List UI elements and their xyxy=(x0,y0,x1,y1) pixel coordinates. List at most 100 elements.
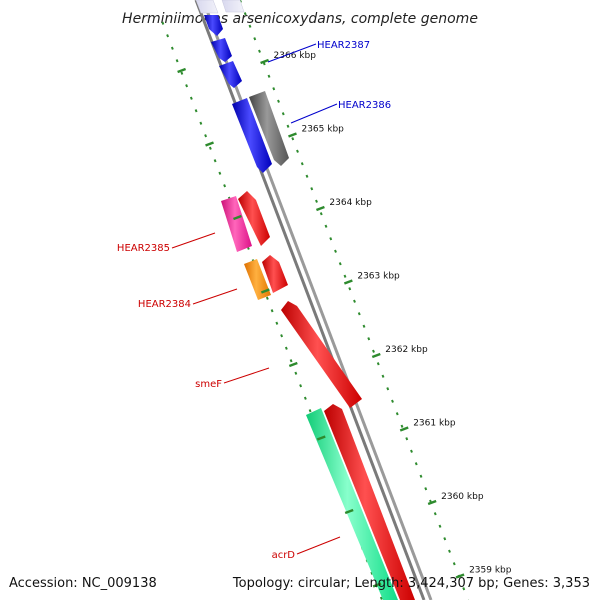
label-hear2386[interactable]: HEAR2386 xyxy=(338,100,391,111)
tick-dot xyxy=(265,296,269,300)
leader-acrD xyxy=(296,536,341,555)
gene-acrD[interactable] xyxy=(306,408,398,600)
tick-dot xyxy=(161,21,165,25)
leader-hear2385 xyxy=(171,232,216,249)
tick-dot xyxy=(284,346,288,350)
tick-mark-inner xyxy=(372,582,382,588)
gene-hear2386[interactable] xyxy=(232,98,272,173)
tick-dot xyxy=(414,462,418,466)
tick-dot xyxy=(329,237,333,241)
tick-label: 2364 kbp xyxy=(329,198,372,208)
tick-dot xyxy=(175,59,179,63)
gene-hear2385[interactable] xyxy=(221,196,252,252)
tick-dot xyxy=(424,487,428,491)
tick-label: 2362 kbp xyxy=(385,345,428,355)
tick-dot xyxy=(189,96,193,100)
label-hear2385[interactable]: HEAR2385 xyxy=(117,243,170,254)
tick-mark-outer xyxy=(371,352,381,359)
gene-hear2388[interactable] xyxy=(204,15,223,36)
gene-red-long[interactable] xyxy=(324,404,415,600)
tick-dot xyxy=(277,99,280,103)
tick-dot xyxy=(395,412,399,416)
gene-red-2[interactable] xyxy=(262,255,288,293)
tick-label: 2365 kbp xyxy=(301,125,344,135)
tick-dot xyxy=(275,321,279,325)
gene-grey[interactable] xyxy=(249,91,289,166)
tick-dot xyxy=(372,349,375,353)
tick-label: 2361 kbp xyxy=(413,419,456,429)
tick-dot xyxy=(194,109,198,113)
gene-red-1[interactable] xyxy=(238,191,270,246)
tick-dot xyxy=(281,112,285,116)
gene-block-fade-2[interactable] xyxy=(221,0,245,13)
tick-dot xyxy=(253,37,257,41)
tick-mark-inner xyxy=(288,361,298,368)
tick-dot xyxy=(353,299,356,303)
tick-dot xyxy=(391,399,394,403)
accession-label: Accession: NC_009138 xyxy=(9,576,157,591)
tick-dot xyxy=(405,437,409,441)
tick-dot xyxy=(213,159,217,163)
tick-mark-outer xyxy=(315,205,325,212)
tick-mark-outer xyxy=(427,499,437,506)
tick-dot xyxy=(400,424,404,428)
tick-dot xyxy=(338,262,342,266)
tick-dot xyxy=(299,384,303,388)
tick-dot xyxy=(280,334,284,338)
label-smeF[interactable]: smeF xyxy=(195,379,222,390)
tick-dot xyxy=(452,562,456,566)
tick-dot xyxy=(448,549,451,553)
tick-dot xyxy=(300,162,304,166)
tick-dot xyxy=(324,224,328,228)
gene-hear2384[interactable] xyxy=(244,259,271,300)
tick-mark-inner xyxy=(316,435,326,441)
tick-label: 2363 kbp xyxy=(357,272,400,282)
tick-dot xyxy=(170,46,174,50)
tick-dot xyxy=(443,537,447,541)
tick-dot xyxy=(381,374,385,378)
tick-mark-outer xyxy=(399,426,409,432)
label-hear2384[interactable]: HEAR2384 xyxy=(138,299,191,310)
tick-dot xyxy=(305,174,309,178)
tick-dot xyxy=(294,371,298,375)
tick-dot xyxy=(289,359,293,363)
tick-mark-outer xyxy=(288,132,297,138)
tick-dot xyxy=(267,74,271,78)
tick-dot xyxy=(334,249,337,253)
map-title: Herminiimonas arsenicoxydans, complete g… xyxy=(122,11,478,27)
tick-dot xyxy=(376,362,380,366)
tick-dot xyxy=(379,596,383,600)
genome-summary: Topology: circular; Length: 3,424,307 bp… xyxy=(232,576,590,591)
tick-mark-inner xyxy=(344,508,354,515)
tick-mark-inner xyxy=(233,214,242,221)
gene-hear2387-a[interactable] xyxy=(211,38,232,62)
tick-dot xyxy=(303,396,307,400)
leader-smeF xyxy=(223,367,270,384)
leader-hear2386 xyxy=(290,103,338,124)
tick-dot xyxy=(367,337,371,341)
tick-label: 2360 kbp xyxy=(441,492,484,502)
leader-hear2387 xyxy=(267,43,317,63)
tick-dot xyxy=(291,137,295,141)
tick-dot xyxy=(315,199,318,203)
tick-dot xyxy=(286,124,290,128)
tick-dot xyxy=(348,287,352,291)
label-hear2387[interactable]: HEAR2387 xyxy=(317,40,370,51)
tick-dot xyxy=(180,71,184,75)
tick-dot xyxy=(208,146,212,150)
gene-smeF[interactable] xyxy=(281,301,362,408)
label-acrD[interactable]: acrD xyxy=(272,550,296,561)
tick-mark-inner xyxy=(260,288,270,294)
tick-dot xyxy=(386,387,390,391)
tick-dot xyxy=(204,134,208,138)
gene-labels: HEAR2387 HEAR2386 HEAR2385 HEAR2384 smeF… xyxy=(117,40,391,561)
tick-dot xyxy=(310,187,314,191)
tick-dot xyxy=(272,87,276,91)
tick-dot xyxy=(362,324,366,328)
gene-block-fade-1[interactable] xyxy=(195,0,219,14)
tick-dot xyxy=(433,512,437,516)
tick-dot xyxy=(296,149,299,153)
tick-dot xyxy=(410,449,413,453)
gene-hear2387[interactable] xyxy=(219,61,242,88)
